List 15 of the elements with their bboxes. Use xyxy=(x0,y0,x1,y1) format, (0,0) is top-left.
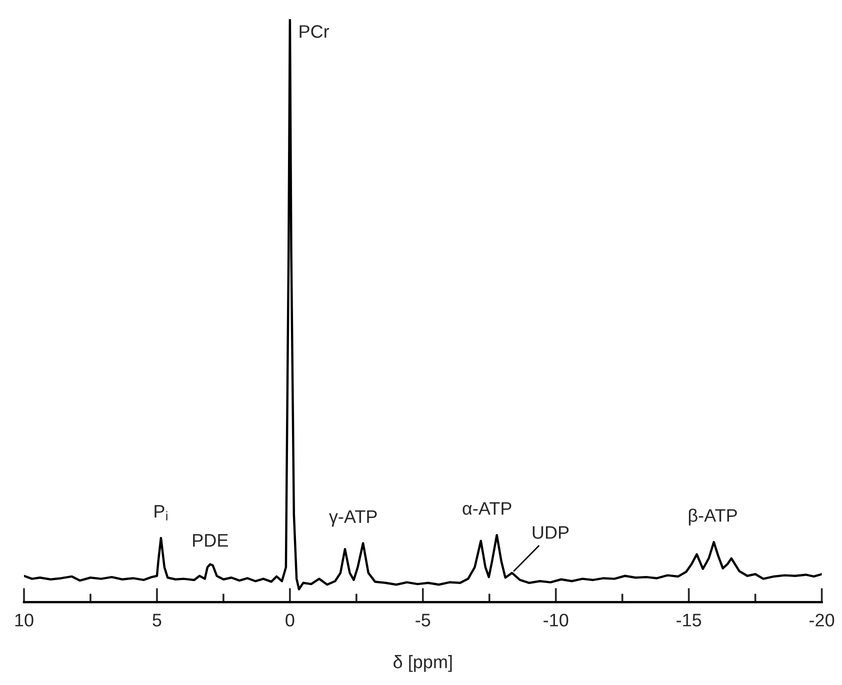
annotation: β-ATP xyxy=(688,508,737,526)
x-tick-label: 0 xyxy=(286,614,294,626)
annotation: α-ATP xyxy=(462,502,512,515)
x-tick-label: -15 xyxy=(676,614,702,626)
annotation: UDP xyxy=(532,526,569,539)
x-tick-label: 10 xyxy=(15,614,34,626)
annotation: PDE xyxy=(193,534,228,547)
x-tick-label: -5 xyxy=(416,614,430,626)
annotation: PCr xyxy=(300,25,330,38)
x-axis-title: δ [ppm] xyxy=(394,655,452,672)
annotation: γ-ATP xyxy=(328,510,377,527)
x-tick-label: -20 xyxy=(810,614,834,626)
x-tick-label: 5 xyxy=(152,614,162,626)
annotation: P$_{i}$ xyxy=(154,505,168,520)
x-tick-label: -10 xyxy=(544,614,568,626)
